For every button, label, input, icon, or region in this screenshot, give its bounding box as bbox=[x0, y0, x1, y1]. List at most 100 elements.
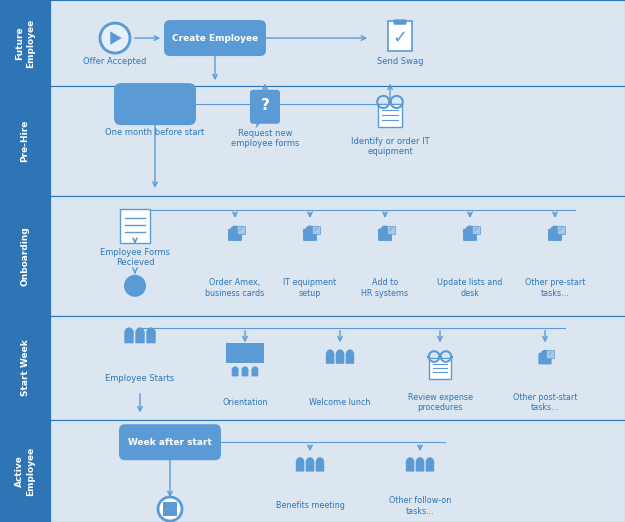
Circle shape bbox=[306, 457, 314, 465]
Text: Future
Employee: Future Employee bbox=[15, 18, 35, 68]
FancyBboxPatch shape bbox=[242, 369, 248, 376]
FancyBboxPatch shape bbox=[163, 502, 177, 516]
Text: Create Employee: Create Employee bbox=[172, 33, 258, 43]
Text: Order Amex,
business cards: Order Amex, business cards bbox=[206, 278, 264, 298]
Text: Employee Forms
Recieved: Employee Forms Recieved bbox=[100, 248, 170, 267]
FancyBboxPatch shape bbox=[236, 226, 244, 234]
Text: ✓: ✓ bbox=[312, 227, 318, 233]
FancyBboxPatch shape bbox=[114, 83, 196, 125]
FancyBboxPatch shape bbox=[311, 226, 319, 234]
Circle shape bbox=[550, 226, 560, 235]
Circle shape bbox=[124, 275, 146, 297]
Text: ✓: ✓ bbox=[558, 227, 563, 233]
FancyBboxPatch shape bbox=[232, 369, 239, 376]
Circle shape bbox=[305, 226, 315, 235]
Text: Week after start: Week after start bbox=[128, 438, 212, 447]
Text: Offer Accepted: Offer Accepted bbox=[83, 56, 147, 66]
Text: Pre-Hire: Pre-Hire bbox=[21, 120, 29, 162]
Circle shape bbox=[136, 327, 144, 336]
Text: Benefits meeting: Benefits meeting bbox=[276, 502, 344, 511]
Text: Other post-start
tasks...: Other post-start tasks... bbox=[512, 393, 578, 412]
Circle shape bbox=[124, 327, 133, 336]
Text: Request new
employee forms: Request new employee forms bbox=[231, 129, 299, 148]
FancyBboxPatch shape bbox=[120, 209, 150, 243]
FancyBboxPatch shape bbox=[463, 229, 477, 241]
FancyBboxPatch shape bbox=[429, 358, 451, 378]
FancyBboxPatch shape bbox=[146, 331, 156, 343]
Text: Review expense
procedures: Review expense procedures bbox=[408, 393, 472, 412]
Text: Update lists and
desk: Update lists and desk bbox=[438, 278, 503, 298]
Circle shape bbox=[230, 226, 240, 235]
FancyBboxPatch shape bbox=[135, 331, 145, 343]
FancyBboxPatch shape bbox=[226, 342, 264, 362]
FancyBboxPatch shape bbox=[124, 331, 134, 343]
Circle shape bbox=[296, 457, 304, 465]
Circle shape bbox=[406, 457, 414, 465]
FancyBboxPatch shape bbox=[326, 353, 334, 364]
FancyBboxPatch shape bbox=[378, 104, 402, 127]
Circle shape bbox=[346, 349, 354, 358]
FancyBboxPatch shape bbox=[164, 20, 266, 56]
Text: ✓: ✓ bbox=[548, 351, 552, 357]
Text: Employee Starts: Employee Starts bbox=[106, 374, 174, 383]
FancyBboxPatch shape bbox=[406, 461, 414, 471]
Circle shape bbox=[416, 457, 424, 465]
FancyBboxPatch shape bbox=[346, 353, 354, 364]
FancyBboxPatch shape bbox=[251, 369, 258, 376]
FancyBboxPatch shape bbox=[50, 420, 625, 522]
Circle shape bbox=[147, 327, 156, 336]
Text: Onboarding: Onboarding bbox=[21, 226, 29, 286]
Text: ✓: ✓ bbox=[392, 29, 408, 46]
Text: Orientation: Orientation bbox=[222, 398, 268, 407]
FancyBboxPatch shape bbox=[50, 316, 625, 420]
FancyBboxPatch shape bbox=[386, 226, 394, 234]
Text: ✓: ✓ bbox=[238, 227, 243, 233]
Text: Active
Employee: Active Employee bbox=[15, 446, 35, 496]
FancyBboxPatch shape bbox=[316, 461, 324, 471]
FancyBboxPatch shape bbox=[556, 226, 564, 234]
Text: IT equipment
setup: IT equipment setup bbox=[284, 278, 336, 298]
Text: Add to
HR systems: Add to HR systems bbox=[361, 278, 409, 298]
Circle shape bbox=[100, 23, 130, 53]
FancyBboxPatch shape bbox=[471, 226, 479, 234]
FancyBboxPatch shape bbox=[0, 316, 50, 420]
FancyBboxPatch shape bbox=[0, 196, 50, 316]
Text: Identify or order IT
equipment: Identify or order IT equipment bbox=[351, 137, 429, 157]
Circle shape bbox=[158, 497, 182, 521]
Circle shape bbox=[242, 366, 248, 373]
Text: Other follow-on
tasks...: Other follow-on tasks... bbox=[389, 496, 451, 516]
Text: Other pre-start
tasks...: Other pre-start tasks... bbox=[525, 278, 585, 298]
FancyBboxPatch shape bbox=[538, 353, 552, 364]
Text: ?: ? bbox=[261, 98, 269, 113]
FancyBboxPatch shape bbox=[0, 0, 50, 86]
Polygon shape bbox=[110, 31, 122, 45]
Text: Send Swag: Send Swag bbox=[377, 56, 423, 66]
FancyBboxPatch shape bbox=[296, 461, 304, 471]
FancyBboxPatch shape bbox=[50, 86, 625, 196]
FancyBboxPatch shape bbox=[546, 350, 554, 358]
FancyBboxPatch shape bbox=[250, 90, 280, 124]
FancyBboxPatch shape bbox=[548, 229, 562, 241]
FancyBboxPatch shape bbox=[303, 229, 317, 241]
Circle shape bbox=[326, 349, 334, 358]
Circle shape bbox=[252, 366, 258, 373]
FancyBboxPatch shape bbox=[0, 86, 50, 196]
Circle shape bbox=[232, 366, 238, 373]
Text: Start Week: Start Week bbox=[21, 340, 29, 396]
FancyBboxPatch shape bbox=[378, 229, 392, 241]
FancyBboxPatch shape bbox=[388, 21, 412, 51]
Circle shape bbox=[465, 226, 475, 235]
FancyBboxPatch shape bbox=[394, 19, 406, 25]
FancyBboxPatch shape bbox=[50, 0, 625, 86]
FancyBboxPatch shape bbox=[416, 461, 424, 471]
Text: One month before start: One month before start bbox=[106, 128, 204, 137]
Circle shape bbox=[100, 23, 130, 53]
FancyBboxPatch shape bbox=[228, 229, 242, 241]
FancyBboxPatch shape bbox=[426, 461, 434, 471]
FancyBboxPatch shape bbox=[50, 196, 625, 316]
Text: ✓: ✓ bbox=[388, 227, 393, 233]
FancyBboxPatch shape bbox=[306, 461, 314, 471]
Circle shape bbox=[380, 226, 390, 235]
Circle shape bbox=[541, 350, 549, 359]
Circle shape bbox=[316, 457, 324, 465]
